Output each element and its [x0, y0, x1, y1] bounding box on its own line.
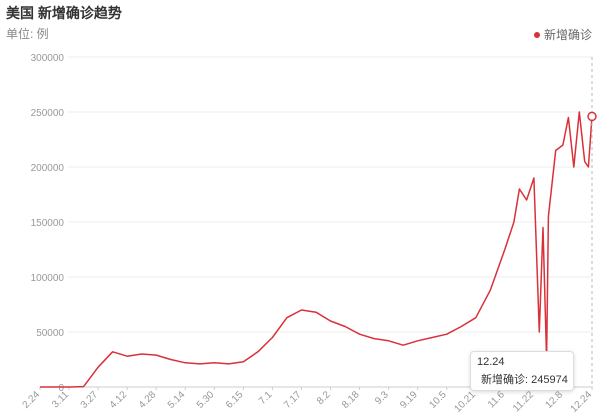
highlight-point [587, 111, 597, 122]
x-tick-label: 9.3 [373, 389, 391, 407]
x-tick-label: 11.22 [511, 389, 536, 414]
legend-dot-icon [533, 31, 540, 38]
x-tick-label: 8.2 [315, 389, 333, 407]
y-tick-label: 100000 [31, 273, 65, 284]
x-tick-label: 5.14 [166, 389, 188, 411]
y-tick-label: 250000 [31, 108, 65, 119]
x-tick-label: 10.21 [452, 389, 478, 415]
x-tick-label: 2.24 [21, 389, 43, 411]
x-tick-label: 3.27 [79, 389, 101, 411]
x-tick-label: 9.19 [398, 389, 420, 411]
x-tick-label: 4.28 [137, 389, 159, 411]
legend-label: 新增确诊 [543, 28, 592, 42]
y-tick-label: 200000 [31, 163, 65, 174]
x-tick-label: 11.6 [486, 389, 507, 410]
x-tick-label: 6.15 [224, 389, 246, 411]
y-tick-label: 0 [58, 383, 64, 394]
x-tick-label: 7.1 [257, 389, 275, 407]
x-tick-label: 12.8 [544, 389, 566, 411]
y-tick-label: 150000 [31, 218, 65, 229]
chart-title: 美国 新增确诊趋势 [6, 5, 122, 21]
chart-unit-label: 单位: 例 [6, 27, 49, 41]
x-tick-label: 4.12 [108, 389, 130, 411]
tooltip-date: 12.24 [477, 356, 505, 368]
chart-tooltip: 12.24 新增确诊: 245974 [470, 351, 574, 391]
x-tick-label: 3.11 [50, 389, 71, 410]
x-tick-label: 5.30 [195, 389, 217, 411]
tooltip-value: 新增确诊: 245974 [481, 374, 568, 386]
x-tick-label: 8.18 [340, 389, 362, 411]
series-line [40, 111, 593, 388]
x-tick-label: 10.5 [427, 389, 449, 411]
x-tick-label: 7.17 [282, 389, 304, 411]
y-tick-label: 50000 [36, 328, 64, 339]
y-tick-label: 300000 [31, 53, 65, 64]
chart-legend[interactable]: 新增确诊 [533, 26, 592, 43]
x-tick-label: 12.24 [569, 389, 595, 415]
